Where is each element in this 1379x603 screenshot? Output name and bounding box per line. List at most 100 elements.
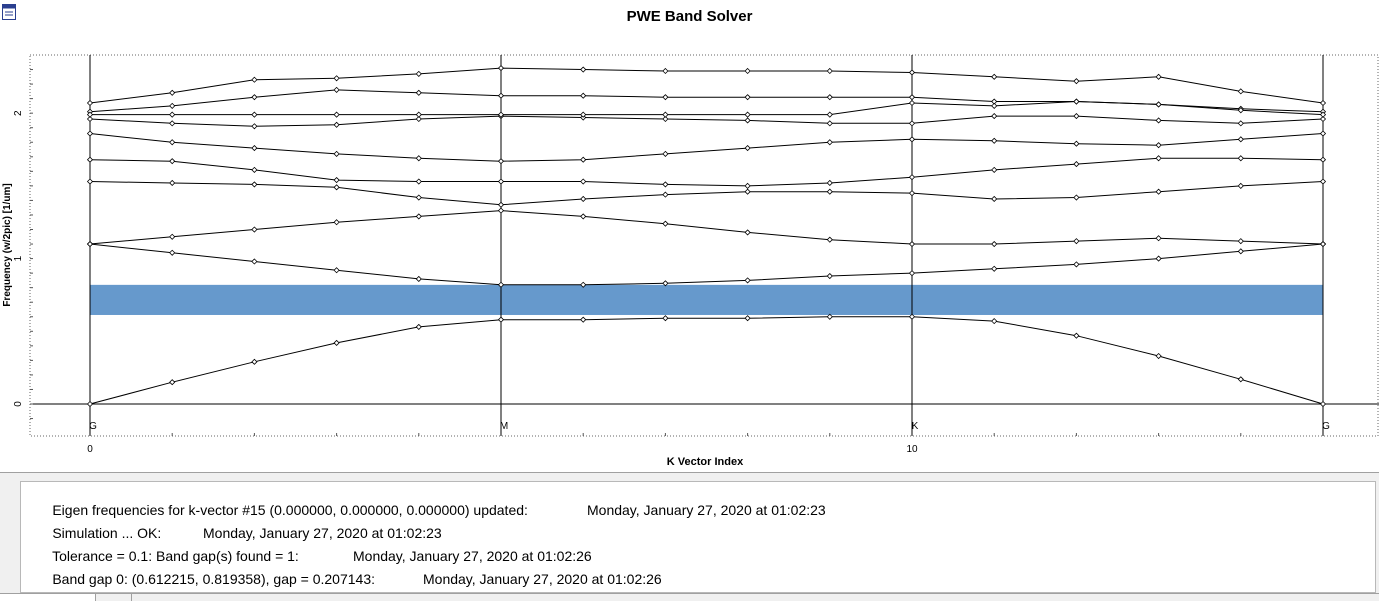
band-line xyxy=(89,89,1324,113)
data-point xyxy=(662,111,669,118)
data-point xyxy=(744,145,751,152)
data-point xyxy=(333,75,340,82)
band-line xyxy=(90,100,1324,116)
log-line: Eigen frequencies for k-vector #15 (0.00… xyxy=(29,486,825,518)
log-message: Tolerance = 0.1: Band gap(s) found = 1: xyxy=(52,548,299,564)
data-point xyxy=(580,213,587,220)
data-point xyxy=(580,111,587,118)
data-point xyxy=(1237,376,1244,383)
data-point xyxy=(333,267,340,274)
log-timestamp: Monday, January 27, 2020 at 01:02:23 xyxy=(587,502,826,518)
data-point xyxy=(1319,99,1327,107)
data-point xyxy=(991,265,998,272)
bottom-tab[interactable] xyxy=(96,594,132,601)
data-point xyxy=(580,156,587,163)
data-point xyxy=(497,316,505,323)
symmetry-label: G xyxy=(1322,421,1330,432)
log-timestamp: Monday, January 27, 2020 at 01:02:26 xyxy=(353,548,592,564)
band-chart[interactable]: G M K G 0 10 0 1 2 K Vector Index Frequency (w/… xyxy=(0,0,1379,472)
data-point xyxy=(662,150,669,157)
data-point xyxy=(662,115,669,123)
data-point xyxy=(415,89,422,96)
data-point xyxy=(1073,113,1080,120)
band-line xyxy=(89,67,1324,104)
data-point xyxy=(1155,255,1162,262)
bottom-tab[interactable] xyxy=(0,594,96,601)
log-timestamp: Monday, January 27, 2020 at 01:02:23 xyxy=(203,525,442,541)
data-point xyxy=(580,195,587,203)
data-point xyxy=(826,179,833,187)
data-point xyxy=(826,313,833,320)
data-point xyxy=(744,182,751,189)
y-tick-label: 0 xyxy=(13,401,24,407)
data-point xyxy=(1073,238,1080,245)
data-point xyxy=(908,99,916,107)
data-point xyxy=(826,139,833,146)
band-line xyxy=(89,157,1324,187)
chart-title: PWE Band Solver xyxy=(626,8,753,25)
data-point xyxy=(169,179,176,187)
data-point xyxy=(1155,73,1162,80)
data-point xyxy=(333,121,340,128)
data-point xyxy=(1237,155,1244,162)
app-window-icon[interactable] xyxy=(2,4,16,20)
log-message: Simulation ... OK: xyxy=(52,525,162,541)
data-point xyxy=(662,315,669,322)
data-point xyxy=(333,184,340,191)
band-line xyxy=(89,210,1324,245)
data-point xyxy=(1319,111,1327,118)
band-gap-region xyxy=(90,284,1323,315)
data-point xyxy=(169,139,176,146)
data-point xyxy=(86,240,94,248)
data-point xyxy=(580,92,587,99)
output-log[interactable]: Eigen frequencies for k-vector #15 (0.00… xyxy=(20,481,1376,593)
data-point xyxy=(662,67,669,75)
data-point xyxy=(333,176,340,184)
data-point xyxy=(908,313,916,320)
data-point xyxy=(991,137,998,144)
band-line xyxy=(89,115,1324,127)
data-point xyxy=(251,145,258,152)
data-point xyxy=(251,76,258,83)
data-point xyxy=(1237,120,1244,127)
data-point xyxy=(908,270,916,277)
data-point xyxy=(662,94,669,101)
data-point xyxy=(826,111,833,118)
data-point xyxy=(826,188,833,195)
data-point xyxy=(333,150,340,157)
y-tick-label: 1 xyxy=(13,255,24,261)
data-point xyxy=(826,272,833,280)
symmetry-label: K xyxy=(912,421,919,432)
x-tick-label: 0 xyxy=(87,444,93,455)
data-point xyxy=(1073,98,1080,105)
data-point xyxy=(908,190,916,197)
data-point xyxy=(744,67,751,75)
data-point xyxy=(662,280,669,287)
data-point xyxy=(86,400,94,408)
data-point xyxy=(497,92,505,99)
data-point xyxy=(1319,178,1327,185)
data-point xyxy=(991,166,998,173)
data-point xyxy=(1319,400,1327,408)
data-point xyxy=(1155,188,1162,195)
data-point xyxy=(169,120,176,127)
data-point xyxy=(1155,235,1162,242)
data-point xyxy=(908,240,916,248)
data-point xyxy=(1073,78,1080,85)
data-point xyxy=(1155,101,1162,108)
data-point xyxy=(744,94,751,101)
y-axis-label: Frequency (w/2pic) [1/um] xyxy=(2,183,13,306)
data-point xyxy=(497,178,505,185)
data-point xyxy=(86,178,94,185)
data-point xyxy=(991,318,998,325)
data-point xyxy=(744,188,751,195)
data-point xyxy=(415,111,422,118)
data-point xyxy=(1237,88,1244,95)
data-point xyxy=(1073,332,1080,339)
data-point xyxy=(333,86,340,93)
data-point xyxy=(415,213,422,220)
data-point xyxy=(908,120,916,127)
data-point xyxy=(1155,117,1162,124)
data-point xyxy=(497,281,505,288)
data-point xyxy=(1073,160,1080,168)
